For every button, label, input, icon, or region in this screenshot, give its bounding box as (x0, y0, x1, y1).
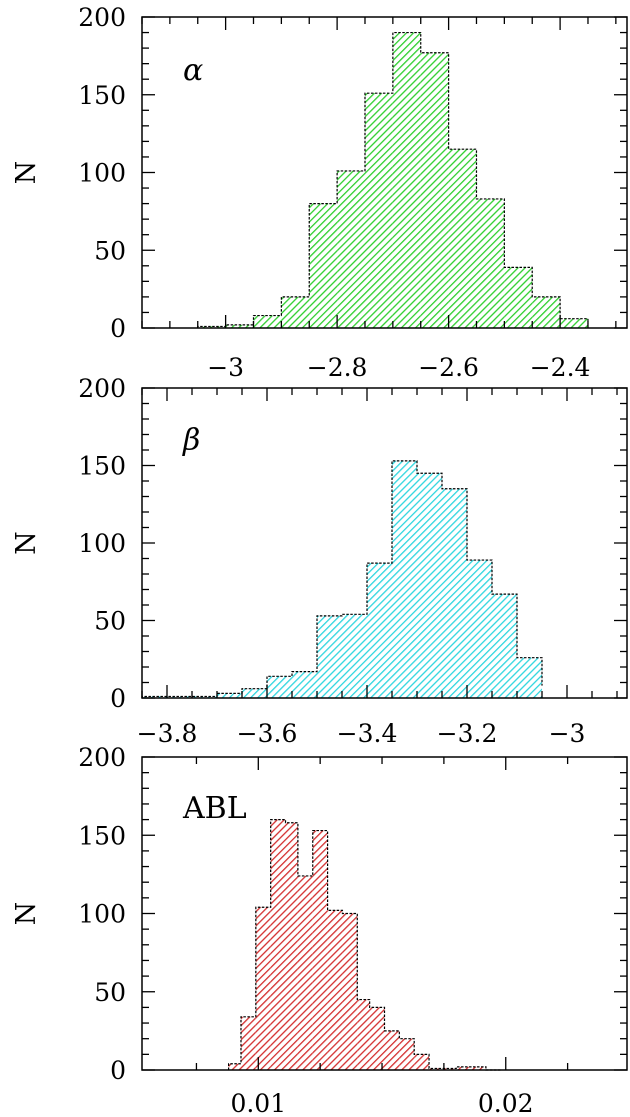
histogram-bar (357, 999, 370, 1070)
x-tick-label: −3.6 (237, 719, 298, 748)
histogram-bar (399, 1038, 415, 1070)
y-tick-label: 150 (78, 81, 126, 110)
y-tick-label: 50 (94, 236, 126, 265)
histogram-bar (255, 907, 271, 1070)
histogram-bar (342, 913, 358, 1070)
histogram-bar (369, 1007, 385, 1070)
histogram-bar (448, 149, 477, 328)
histogram-bar (240, 1016, 256, 1070)
histogram-bar (429, 1068, 442, 1070)
histogram-bar (420, 52, 449, 328)
histogram-bar (281, 296, 310, 328)
histogram-bar (309, 203, 338, 328)
histogram-bar (504, 267, 533, 328)
y-tick-label: 150 (78, 452, 126, 481)
histogram-bar (312, 830, 328, 1070)
histogram-panel-2: −3.8 −3.6 −3.4 −3.2 −3 0 50 100 150 200 Nβ (11, 374, 628, 748)
y-tick-label: 0 (110, 684, 126, 713)
y-tick-label: 100 (78, 529, 126, 558)
y-axis-label: N (11, 902, 42, 926)
histogram-outline (228, 819, 501, 1071)
x-tick-label: −3.2 (437, 719, 498, 748)
y-tick-label: 100 (78, 159, 126, 188)
histogram-bar (342, 614, 367, 698)
histogram-bar (384, 1030, 400, 1070)
histogram-bar (142, 696, 217, 698)
y-tick-label: 200 (78, 743, 126, 772)
x-tick-label: −3.4 (337, 719, 398, 748)
histogram-bar (492, 594, 517, 698)
histogram-bar (532, 296, 561, 328)
histogram-bar (317, 615, 342, 698)
x-tick-label: 0.02 (478, 1089, 534, 1117)
y-tick-label: 150 (78, 821, 126, 850)
histogram-bar (228, 1063, 241, 1070)
histogram-bar (337, 170, 365, 328)
histogram-bar (467, 560, 492, 698)
histogram-bar (270, 819, 286, 1070)
histogram-panel-3: 0.01 0.02 0 50 100 150 200 N ABL (11, 743, 628, 1117)
histogram-bar (392, 32, 421, 329)
panel-label: ABL (182, 791, 247, 826)
histogram-bar (392, 460, 417, 698)
histogram-bar (560, 318, 588, 328)
histogram-bar (297, 875, 313, 1070)
histogram-bar (414, 1054, 430, 1070)
histogram-bar (292, 671, 317, 698)
y-tick-label: 100 (78, 900, 126, 929)
histogram-bar (197, 326, 226, 328)
histogram-bar (367, 563, 392, 698)
histogram-bar (476, 198, 505, 328)
histogram-panel-1: −3 −2.8 −2.6 −2.4 0 50 100 150 200 Nα (11, 3, 628, 382)
y-tick-label: 50 (94, 607, 126, 636)
x-tick-label: 0.01 (230, 1089, 286, 1117)
y-axis-label: N (11, 531, 42, 555)
y-tick-label: 200 (78, 374, 126, 403)
histogram-bar (517, 657, 542, 698)
histogram-bar (456, 1066, 472, 1070)
histogram-bar (441, 1068, 457, 1070)
panel-label: β (182, 423, 200, 458)
histogram-bar (267, 676, 292, 698)
histogram-bar (225, 324, 254, 328)
histogram-outline (197, 31, 589, 328)
y-tick-label: 0 (110, 314, 126, 343)
y-tick-label: 50 (94, 978, 126, 1007)
histogram-bar (442, 488, 467, 698)
x-tick-label: −2.6 (418, 353, 479, 382)
histogram-bar (364, 93, 393, 328)
x-tick-label: −3.8 (137, 719, 198, 748)
histogram-bar (285, 822, 298, 1070)
histogram-bar (253, 315, 282, 328)
histogram-bar (217, 693, 242, 698)
x-tick-label: −2.8 (307, 353, 368, 382)
histogram-bar (417, 473, 442, 698)
x-tick-label: −2.4 (530, 353, 591, 382)
x-tick-label: −3 (207, 353, 244, 382)
panel-label: α (183, 53, 203, 88)
y-tick-label: 0 (110, 1056, 126, 1085)
x-tick-label: −3 (549, 719, 586, 748)
histogram-bar (327, 910, 343, 1070)
histogram-bar (471, 1066, 486, 1070)
histogram-outline (141, 460, 543, 698)
y-axis-label: N (11, 161, 42, 185)
y-tick-label: 200 (78, 3, 126, 32)
histogram-bar (242, 688, 267, 698)
